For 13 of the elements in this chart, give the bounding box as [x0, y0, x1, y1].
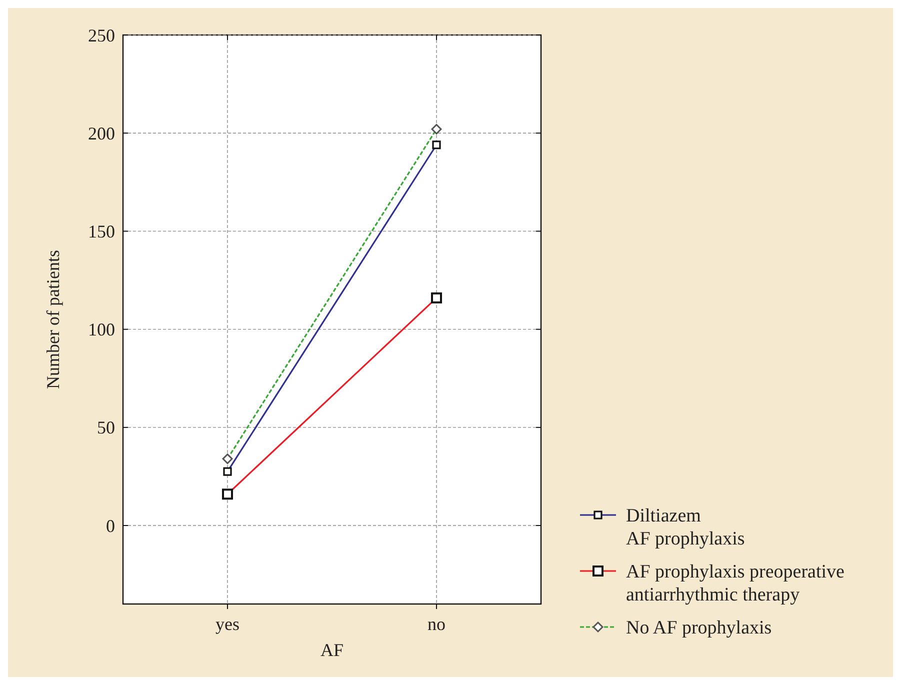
legend-label: No AF prophylaxis [626, 618, 772, 639]
x-tick-label: yes [216, 614, 240, 634]
y-axis-title: Number of patients [43, 250, 63, 389]
y-tick-label: 200 [88, 123, 115, 144]
y-tick-label: 150 [88, 222, 115, 242]
y-tick-label: 100 [88, 320, 115, 340]
legend-label: AF prophylaxis preoperative antiarrhythmic therapy [626, 562, 844, 606]
x-tick-label: no [428, 614, 446, 634]
legend-label: Diltiazem AF prophylaxis [626, 506, 745, 550]
x-axis-title: AF [320, 640, 344, 660]
y-tick-label: 50 [97, 418, 115, 438]
y-tick-label: 250 [88, 25, 115, 46]
y-tick-label: 0 [106, 516, 115, 536]
